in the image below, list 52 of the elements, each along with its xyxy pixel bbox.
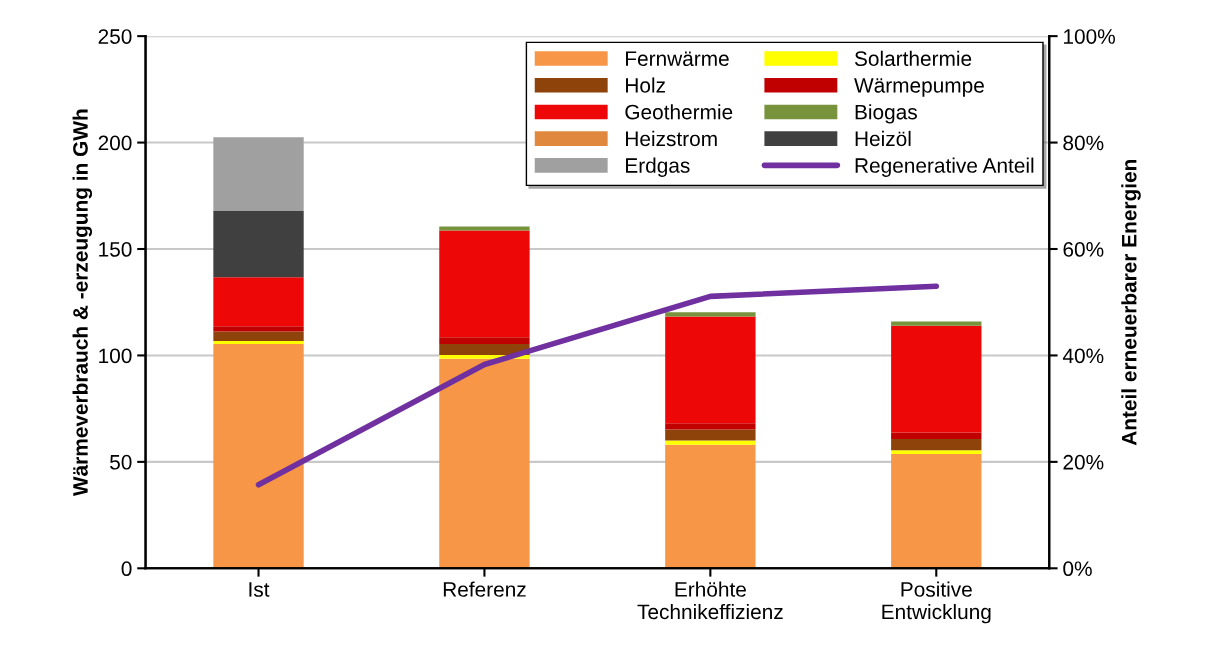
- bar: [213, 331, 304, 341]
- y-tick-label: 50: [110, 454, 132, 470]
- bar: [891, 453, 982, 569]
- legend-label: Regenerative Anteil: [855, 157, 1034, 177]
- bar: [665, 444, 756, 569]
- x-tick-label: Ist: [249, 582, 270, 597]
- y-tick-label: 250: [98, 29, 132, 44]
- legend-label: Solarthermie: [854, 50, 972, 67]
- y2-axis-title: Anteil erneuerbarer Energien: [1121, 159, 1141, 446]
- y2-tick-label: 40%: [1062, 348, 1104, 364]
- bar: [213, 343, 304, 569]
- legend-label: Heizöl: [855, 130, 911, 147]
- bar: [213, 277, 304, 327]
- y2-tick-label: 0%: [1063, 561, 1092, 577]
- bar: [439, 337, 530, 344]
- y-tick-label: 0: [121, 561, 132, 577]
- y-tick-label: 100: [99, 348, 132, 364]
- y2-tick-label: 100%: [1064, 29, 1115, 44]
- legend-label: Heizstrom: [626, 130, 717, 147]
- bar: [213, 326, 304, 332]
- bar: [891, 321, 982, 326]
- bar: [665, 429, 756, 441]
- bar: [665, 312, 756, 317]
- bar: [665, 440, 756, 445]
- bar: [665, 423, 756, 430]
- y-axis-title: Wärmeverbrauch & -erzeugung in GWh: [72, 109, 93, 497]
- bar: [891, 438, 982, 451]
- y-tick-label: 150: [99, 242, 132, 257]
- bar: [213, 137, 304, 212]
- x-tick-label: Referenz: [443, 581, 526, 597]
- y2-tick-label: 60%: [1063, 242, 1104, 257]
- x-tick-label: Positive Entwicklung: [882, 581, 991, 624]
- legend-label: Fernwärme: [626, 51, 729, 67]
- bar: [891, 432, 982, 439]
- bar: [439, 343, 530, 356]
- bar: [439, 230, 530, 338]
- bar: [213, 211, 304, 278]
- legend-label: Biogas: [855, 104, 917, 124]
- legend-label: Wärmepumpe: [854, 78, 984, 97]
- legend-label: Holz: [626, 77, 665, 93]
- bar: [439, 358, 530, 569]
- y-tick-label: 200: [98, 135, 132, 151]
- bar: [891, 450, 982, 454]
- bar: [891, 325, 982, 433]
- legend-label: Geothermie: [625, 104, 733, 120]
- x-tick-label: Erhöhte Technikeffizienz: [637, 581, 783, 620]
- y2-tick-label: 20%: [1063, 454, 1104, 470]
- bar: [213, 340, 304, 344]
- legend-label: Erdgas: [626, 157, 690, 177]
- bar: [439, 226, 530, 231]
- y2-tick-label: 80%: [1063, 135, 1104, 151]
- bar: [665, 316, 756, 424]
